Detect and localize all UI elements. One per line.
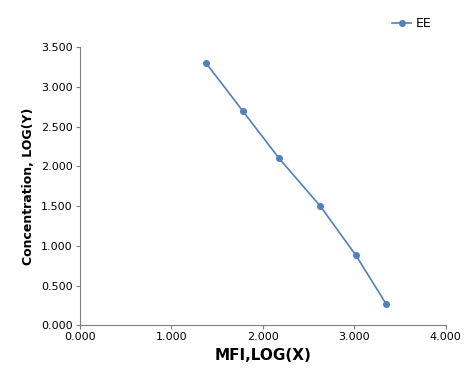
EE xyxy=(276,156,282,161)
EE xyxy=(383,301,389,306)
X-axis label: MFI,LOG(X): MFI,LOG(X) xyxy=(214,348,311,363)
EE xyxy=(203,61,209,65)
Legend: EE: EE xyxy=(393,17,432,30)
EE xyxy=(318,204,323,209)
Line: EE: EE xyxy=(203,60,389,307)
EE xyxy=(353,253,359,258)
EE xyxy=(240,108,245,113)
Y-axis label: Concentration, LOG(Y): Concentration, LOG(Y) xyxy=(23,107,36,265)
